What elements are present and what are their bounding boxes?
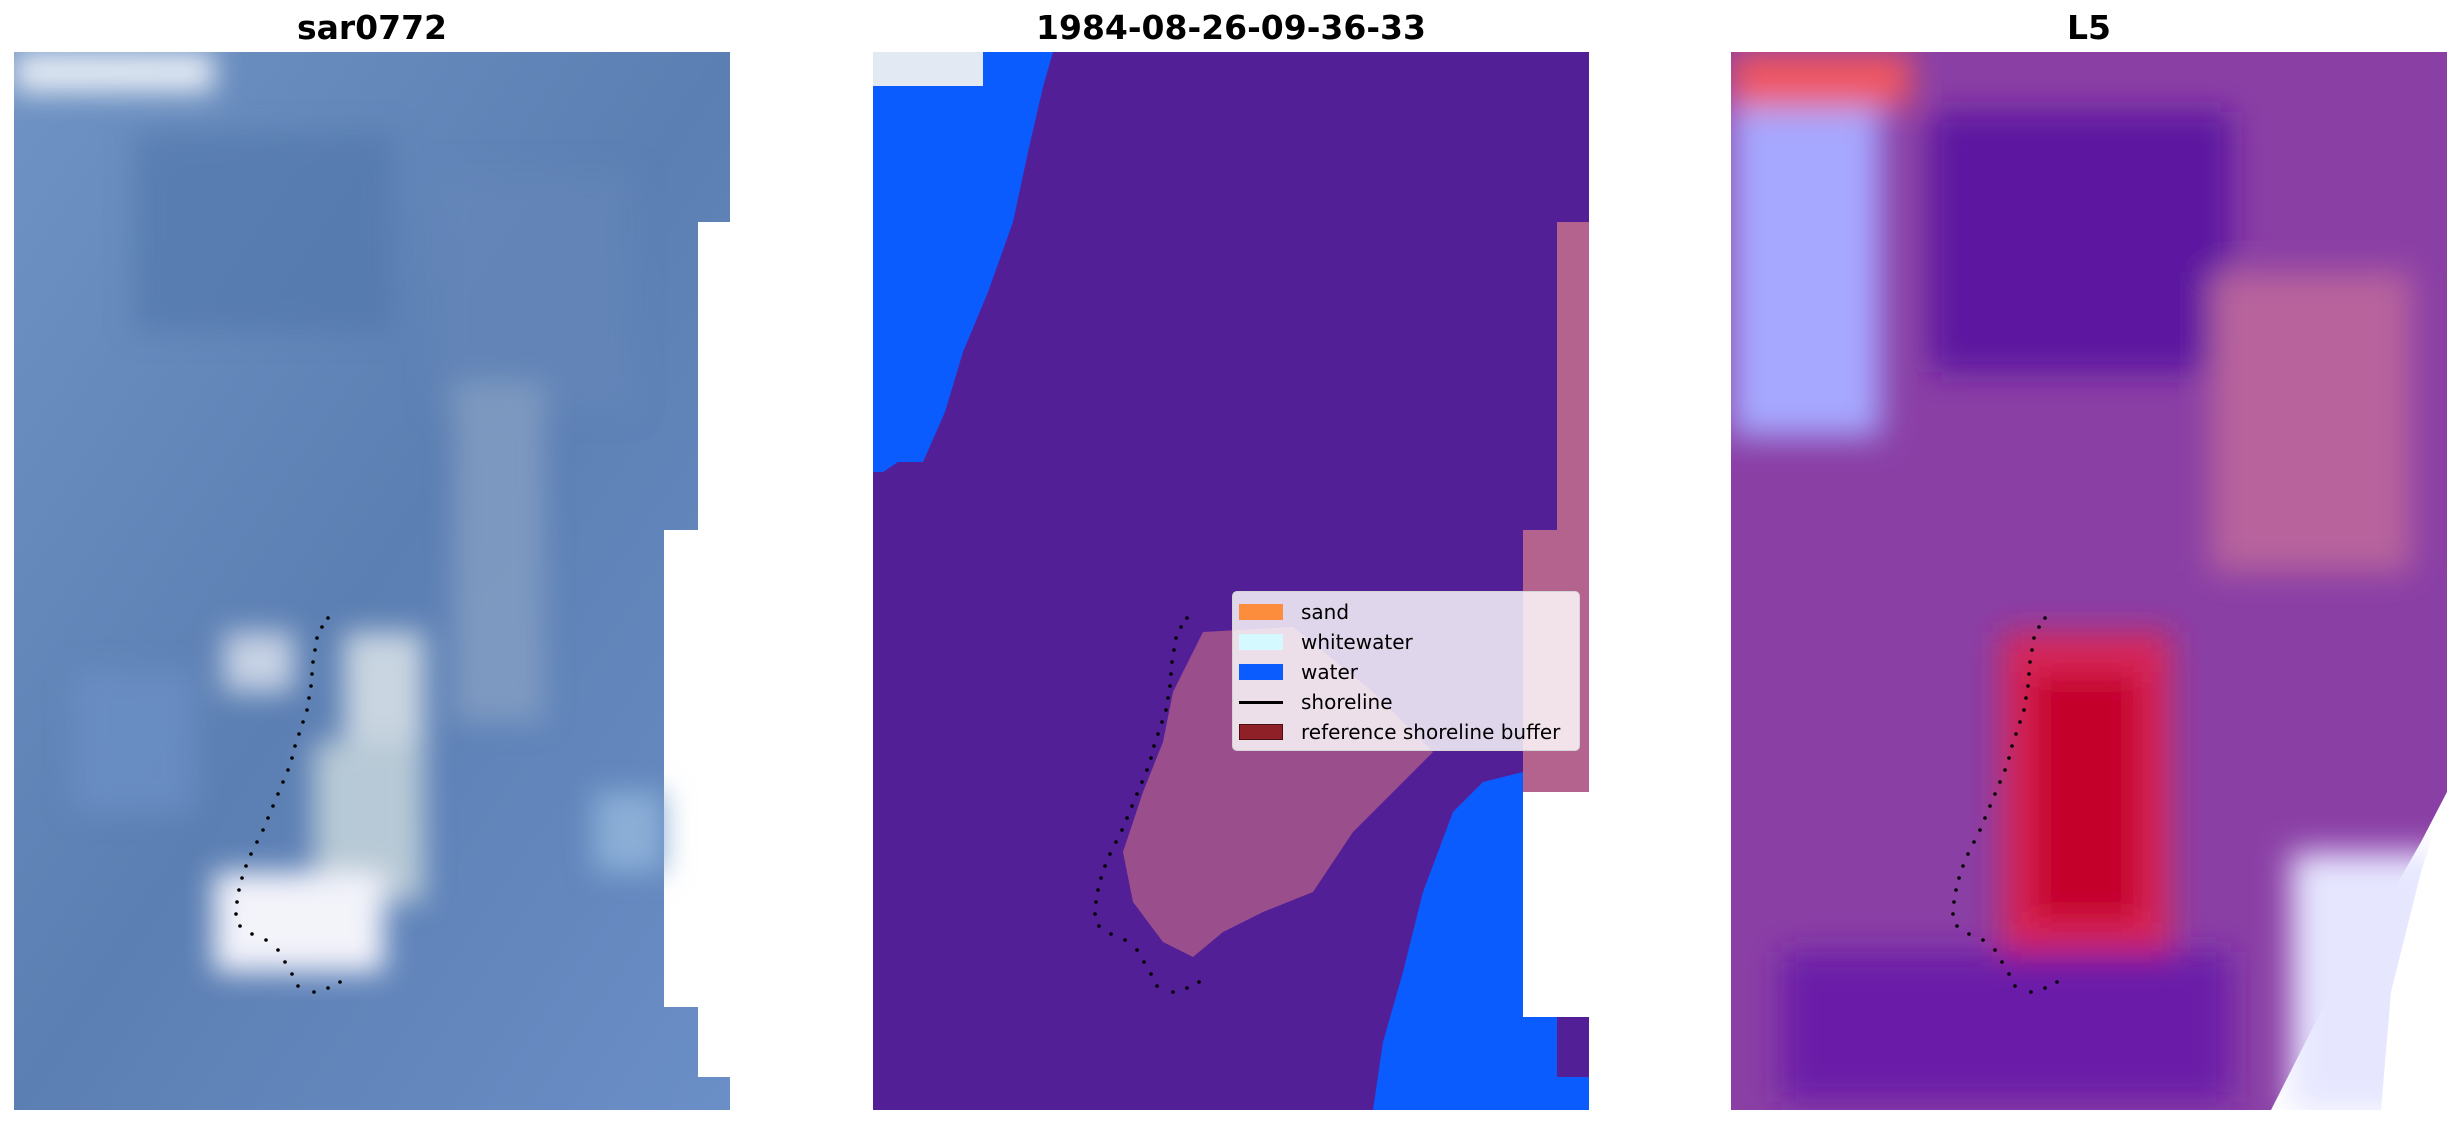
legend-label-shoreline: shoreline (1301, 690, 1393, 714)
whitewater-patch (873, 52, 983, 86)
sand-swatch (1239, 604, 1283, 620)
panel-title-sar: sar0772 (296, 8, 448, 47)
legend: sand whitewater water shoreline referenc… (1232, 591, 1580, 751)
panel-title-l5: L5 (2067, 8, 2111, 47)
water-region-bottom-right (1373, 772, 1589, 1110)
legend-label-reference-shoreline-buffer: reference shoreline buffer (1301, 720, 1561, 744)
panel-title-date: 1984-08-26-09-36-33 (1036, 8, 1426, 47)
sar-image (14, 52, 730, 1110)
legend-label-whitewater: whitewater (1301, 630, 1413, 654)
sar-image-panel (14, 52, 730, 1110)
l5-panel (1731, 52, 2447, 1110)
classification-image (873, 52, 1589, 1110)
l5-image (1731, 52, 2447, 1110)
water-region-top-left (873, 52, 1053, 472)
legend-item-reference-shoreline-buffer: reference shoreline buffer (1239, 717, 1560, 747)
sar-image-texture (14, 52, 664, 972)
legend-item-shoreline: shoreline (1239, 687, 1393, 717)
legend-item-whitewater: whitewater (1239, 627, 1413, 657)
shoreline-line-swatch (1239, 700, 1283, 704)
legend-item-water: water (1239, 657, 1358, 687)
reference-buffer-swatch (1239, 724, 1283, 740)
legend-label-sand: sand (1301, 600, 1350, 624)
legend-label-water: water (1301, 660, 1358, 684)
l5-white-corner (2381, 792, 2447, 1110)
l5-texture (1731, 52, 2441, 1110)
classification-panel (873, 52, 1589, 1110)
legend-item-sand: sand (1239, 597, 1349, 627)
white-mask-right (1523, 792, 1589, 1017)
water-swatch (1239, 664, 1283, 680)
whitewater-swatch (1239, 634, 1283, 650)
